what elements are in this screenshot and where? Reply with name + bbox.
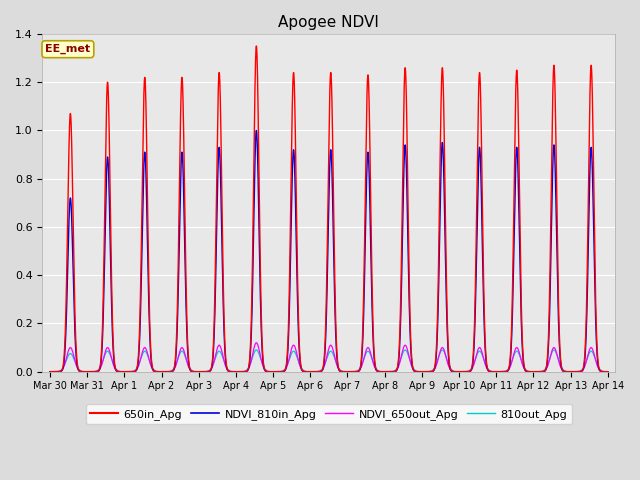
650in_Apg bbox=[604, 369, 612, 374]
650in_Apg bbox=[602, 369, 610, 374]
810out_Apg bbox=[406, 357, 413, 363]
NDVI_810in_Apg bbox=[406, 326, 414, 332]
650in_Apg bbox=[46, 369, 54, 374]
NDVI_650out_Apg bbox=[165, 369, 173, 374]
NDVI_810in_Apg bbox=[159, 369, 167, 374]
650in_Apg bbox=[253, 43, 260, 49]
810out_Apg bbox=[485, 367, 493, 373]
NDVI_650out_Apg bbox=[255, 346, 262, 351]
NDVI_650out_Apg bbox=[46, 369, 54, 374]
Line: 650in_Apg: 650in_Apg bbox=[50, 46, 608, 372]
650in_Apg bbox=[255, 160, 262, 166]
NDVI_810in_Apg bbox=[255, 214, 262, 220]
650in_Apg bbox=[159, 369, 167, 374]
NDVI_650out_Apg bbox=[604, 369, 612, 374]
Legend: 650in_Apg, NDVI_810in_Apg, NDVI_650out_Apg, 810out_Apg: 650in_Apg, NDVI_810in_Apg, NDVI_650out_A… bbox=[86, 404, 572, 424]
NDVI_810in_Apg bbox=[604, 369, 612, 374]
650in_Apg bbox=[165, 369, 173, 374]
Text: EE_met: EE_met bbox=[45, 44, 90, 54]
Line: NDVI_810in_Apg: NDVI_810in_Apg bbox=[50, 131, 608, 372]
810out_Apg bbox=[159, 369, 167, 374]
810out_Apg bbox=[604, 369, 612, 374]
Line: 810out_Apg: 810out_Apg bbox=[50, 350, 608, 372]
NDVI_650out_Apg bbox=[159, 369, 167, 374]
810out_Apg bbox=[46, 369, 54, 374]
NDVI_810in_Apg bbox=[602, 369, 610, 374]
Line: NDVI_650out_Apg: NDVI_650out_Apg bbox=[50, 343, 608, 372]
NDVI_810in_Apg bbox=[165, 369, 173, 374]
NDVI_650out_Apg bbox=[253, 340, 260, 346]
NDVI_810in_Apg bbox=[485, 369, 493, 374]
810out_Apg bbox=[602, 369, 610, 374]
NDVI_650out_Apg bbox=[485, 368, 493, 374]
NDVI_650out_Apg bbox=[602, 369, 610, 374]
810out_Apg bbox=[165, 369, 173, 374]
Title: Apogee NDVI: Apogee NDVI bbox=[278, 15, 380, 30]
NDVI_810in_Apg bbox=[253, 128, 260, 133]
NDVI_650out_Apg bbox=[406, 358, 414, 363]
NDVI_810in_Apg bbox=[46, 369, 54, 374]
650in_Apg bbox=[406, 312, 414, 317]
650in_Apg bbox=[485, 369, 493, 374]
810out_Apg bbox=[550, 347, 558, 353]
810out_Apg bbox=[255, 350, 262, 356]
